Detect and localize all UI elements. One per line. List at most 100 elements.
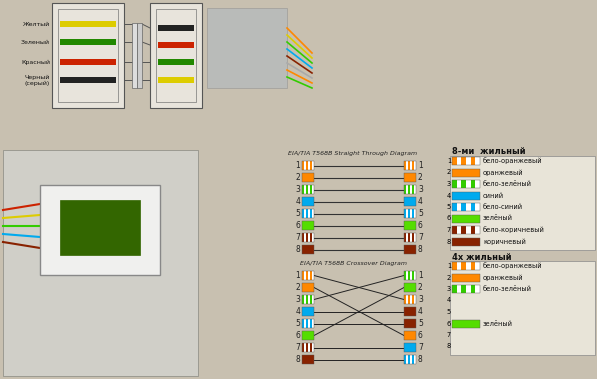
Bar: [461, 157, 466, 165]
Bar: [404, 197, 416, 206]
Bar: [404, 343, 416, 352]
Text: синий: синий: [483, 193, 504, 199]
Bar: [404, 185, 416, 194]
Bar: [470, 157, 475, 165]
Bar: [60, 200, 140, 255]
Text: 3: 3: [447, 181, 451, 187]
Bar: [470, 285, 475, 293]
Bar: [150, 3, 202, 108]
Text: 3: 3: [418, 185, 423, 194]
Bar: [412, 271, 414, 280]
Bar: [404, 197, 416, 206]
Text: 1: 1: [447, 158, 451, 164]
Bar: [450, 261, 595, 355]
Text: 2: 2: [418, 173, 423, 182]
Text: 1: 1: [418, 271, 423, 280]
Bar: [302, 283, 314, 292]
Bar: [158, 42, 194, 48]
Bar: [404, 283, 416, 292]
Bar: [452, 191, 480, 199]
Bar: [412, 233, 414, 242]
Bar: [302, 221, 314, 230]
Bar: [302, 185, 314, 194]
Bar: [452, 262, 480, 270]
Bar: [60, 21, 116, 27]
Bar: [412, 295, 414, 304]
Bar: [404, 355, 416, 364]
Bar: [302, 319, 314, 328]
Bar: [461, 226, 466, 234]
Text: 1: 1: [296, 271, 300, 280]
Bar: [452, 262, 457, 270]
Bar: [302, 295, 314, 304]
Text: 2: 2: [296, 173, 300, 182]
Text: Красный: Красный: [21, 60, 50, 64]
Bar: [310, 295, 312, 304]
Text: 1: 1: [296, 161, 300, 170]
Bar: [452, 238, 480, 246]
Bar: [310, 185, 312, 194]
Bar: [302, 197, 314, 206]
Bar: [452, 180, 457, 188]
Bar: [302, 271, 314, 280]
Bar: [302, 307, 314, 316]
Text: 8: 8: [418, 355, 423, 364]
Bar: [452, 319, 480, 327]
Bar: [452, 203, 457, 211]
Bar: [404, 271, 416, 280]
Text: 5: 5: [418, 319, 423, 328]
Text: 6: 6: [295, 331, 300, 340]
Text: 7: 7: [418, 233, 423, 242]
Bar: [452, 157, 457, 165]
Bar: [302, 197, 314, 206]
Bar: [404, 173, 416, 182]
Bar: [404, 283, 416, 292]
Text: 6: 6: [447, 321, 451, 326]
Bar: [306, 209, 308, 218]
Bar: [404, 221, 416, 230]
Bar: [404, 331, 416, 340]
Text: бело-зелёный: бело-зелёный: [483, 286, 532, 292]
Bar: [461, 203, 466, 211]
Bar: [452, 169, 480, 177]
Text: 8: 8: [447, 343, 451, 349]
Bar: [158, 25, 194, 31]
Bar: [404, 209, 416, 218]
Bar: [58, 9, 118, 102]
Bar: [452, 203, 480, 211]
Bar: [408, 295, 410, 304]
Bar: [452, 215, 480, 222]
Text: 2: 2: [296, 283, 300, 292]
Bar: [404, 161, 416, 170]
Text: Зеленый: Зеленый: [21, 39, 50, 44]
Bar: [310, 343, 312, 352]
Bar: [302, 355, 314, 364]
Bar: [412, 185, 414, 194]
Bar: [302, 331, 314, 340]
Bar: [302, 233, 304, 242]
Bar: [60, 39, 116, 45]
Bar: [452, 285, 480, 293]
Bar: [404, 221, 416, 230]
Bar: [302, 161, 314, 170]
Bar: [412, 209, 414, 218]
Bar: [306, 233, 308, 242]
Text: бело-оранжевый: бело-оранжевый: [483, 263, 543, 269]
Text: 3: 3: [447, 286, 451, 292]
Bar: [461, 285, 466, 293]
Text: 6: 6: [418, 331, 423, 340]
Bar: [408, 355, 410, 364]
Bar: [452, 157, 480, 165]
Bar: [302, 245, 314, 254]
Bar: [408, 209, 410, 218]
Bar: [302, 245, 314, 254]
Text: 8: 8: [418, 245, 423, 254]
Text: 1: 1: [418, 161, 423, 170]
Bar: [404, 295, 406, 304]
Bar: [452, 319, 480, 327]
Bar: [404, 295, 416, 304]
Bar: [310, 161, 312, 170]
Bar: [408, 185, 410, 194]
Text: 5: 5: [295, 209, 300, 218]
Text: 4: 4: [418, 197, 423, 206]
